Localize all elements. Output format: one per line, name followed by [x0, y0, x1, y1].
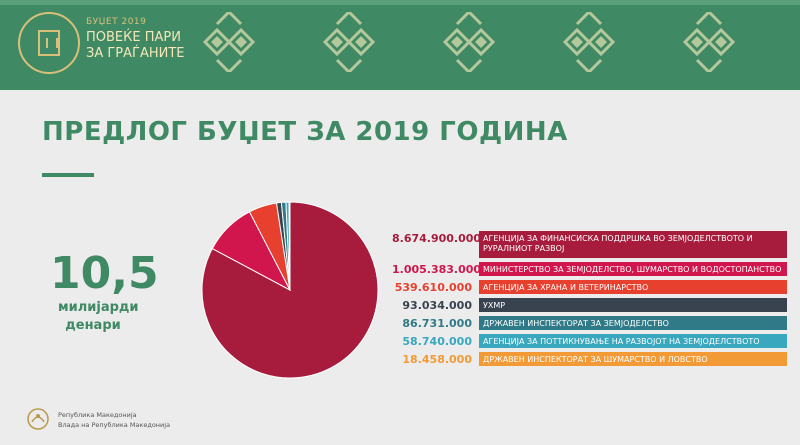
legend-value-6: 18.458.000	[402, 353, 472, 366]
legend-label-5: АГЕНЦИЈА ЗА ПОТТИКНУВАЊЕ НА РАЗВОЈОТ НА …	[479, 334, 787, 348]
legend-row-0: 8.674.900.000 АГЕНЦИЈА ЗА ФИНАНСИСКА ПОДД…	[392, 231, 787, 262]
legend-value-3: 93.034.000	[402, 299, 472, 312]
state-emblem-icon	[27, 408, 49, 430]
legend-row-4: 86.731.000 ДРЖАВЕН ИНСПЕКТОРАТ ЗА ЗЕМЈОДЕ…	[392, 316, 787, 334]
legend-row-6: 18.458.000 ДРЖАВЕН ИНСПЕКТОРАТ ЗА ШУМАРСТ…	[392, 352, 787, 370]
legend-label-6: ДРЖАВЕН ИНСПЕКТОРАТ ЗА ШУМАРСТВО И ЛОВСТ…	[479, 352, 787, 366]
pie-slice-6	[288, 201, 291, 291]
legend-label-2: АГЕНЦИЈА ЗА ХРАНА И ВЕТЕРИНАРСТВО	[479, 280, 787, 294]
footer-line-2: Влада на Република Македонија	[58, 421, 171, 429]
legend-row-1: 1.005.383.000 МИНИСТЕРСТВО ЗА ЗЕМЈОДЕЛСТВ…	[392, 262, 787, 280]
legend-value-4: 86.731.000	[402, 317, 472, 330]
legend-label-1: МИНИСТЕРСТВО ЗА ЗЕМЈОДЕЛСТВО, ШУМАРСТВО …	[479, 262, 787, 276]
legend-value-5: 58.740.000	[402, 335, 472, 348]
total-unit-line-1: милијарди	[58, 300, 139, 315]
slogan-line-1: ПОВЕЌЕ ПАРИ	[86, 30, 181, 45]
legend-value-1: 1.005.383.000	[392, 263, 482, 276]
legend-value-2: 539.610.000	[394, 281, 472, 294]
budget-logo	[18, 12, 80, 74]
legend-row-3: 93.034.000 УХМР	[392, 298, 787, 316]
total-unit-line-2: денари	[65, 318, 121, 333]
slogan-line-2: ЗА ГРАЃАНИТЕ	[86, 46, 185, 61]
total-unit: милијарди денари	[58, 299, 139, 335]
budget-door-icon	[38, 30, 60, 56]
footer-line-1: Република Македонија	[58, 411, 137, 419]
legend-label-3: УХМР	[479, 298, 787, 312]
legend-row-5: 58.740.000 АГЕНЦИЈА ЗА ПОТТИКНУВАЊЕ НА РА…	[392, 334, 787, 352]
slogan: ПОВЕЌЕ ПАРИ ЗА ГРАЃАНИТЕ	[86, 30, 185, 62]
legend-label-0: АГЕНЦИЈА ЗА ФИНАНСИСКА ПОДДРШКА ВО ЗЕМЈО…	[479, 231, 787, 258]
header-banner: БУЏЕТ 2019 ПОВЕЌЕ ПАРИ ЗА ГРАЃАНИТЕ	[0, 0, 800, 90]
banner-top-stripe	[0, 0, 800, 5]
legend-value-0: 8.674.900.000	[392, 232, 482, 245]
page-title: ПРЕДЛОГ БУЏЕТ ЗА 2019 ГОДИНА	[42, 117, 568, 147]
total-amount: 10,5	[50, 248, 159, 299]
footer-text: Република Македонија Влада на Република …	[58, 410, 170, 430]
legend-label-4: ДРЖАВЕН ИНСПЕКТОРАТ ЗА ЗЕМЈОДЕЛСТВО	[479, 316, 787, 330]
budget-year-label: БУЏЕТ 2019	[86, 17, 147, 27]
ornament-pattern-icon	[203, 12, 735, 72]
title-underline	[42, 173, 94, 177]
legend-row-2: 539.610.000 АГЕНЦИЈА ЗА ХРАНА И ВЕТЕРИНАР…	[392, 280, 787, 298]
budget-pie-chart	[201, 201, 379, 379]
